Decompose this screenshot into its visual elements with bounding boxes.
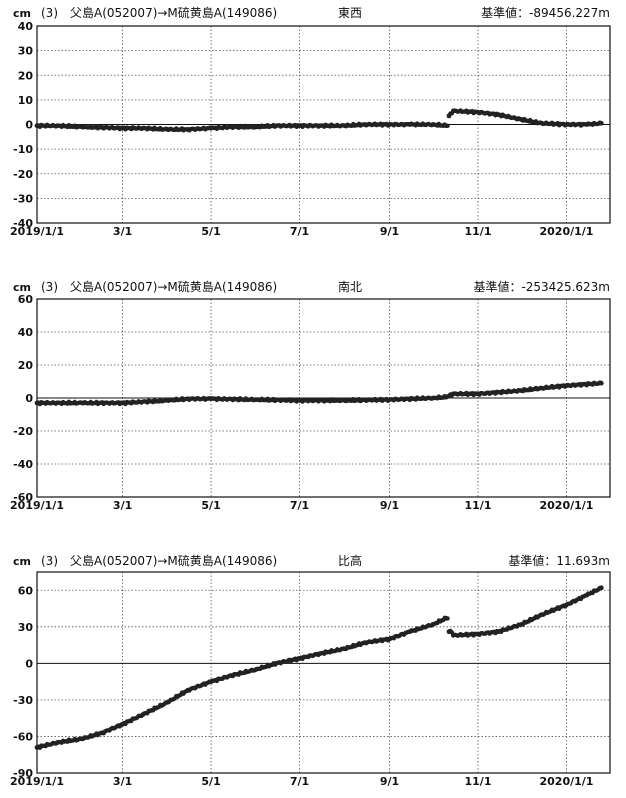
- x-tick-label: 5/1: [201, 499, 220, 512]
- baseline-value: 基準値：-253425.623m: [473, 279, 610, 294]
- unit-label: cm: [13, 7, 31, 20]
- y-tick-label: 60: [18, 293, 34, 306]
- x-tick-label: 3/1: [113, 499, 132, 512]
- x-tick-label: 9/1: [380, 775, 399, 788]
- y-tick-label: -90: [13, 767, 33, 780]
- y-tick-label: 20: [18, 359, 34, 372]
- unit-label: cm: [13, 281, 31, 294]
- x-tick-label: 11/1: [465, 225, 492, 238]
- x-tick-label: 9/1: [380, 499, 399, 512]
- y-tick-label: 20: [18, 69, 34, 82]
- data-point: [597, 585, 603, 591]
- data-point: [597, 380, 603, 385]
- panel-number: (3): [41, 6, 58, 20]
- y-tick-label: 0: [25, 657, 33, 670]
- y-tick-label: -10: [13, 143, 33, 156]
- station-pair-title: 父島A(052007)→M硫黄島A(149086): [70, 279, 277, 294]
- y-tick-label: -30: [13, 192, 33, 205]
- chart-panel-1: cm (3) 父島A(052007)→M硫黄島A(149086) 東西 基準値：-894…: [10, 5, 611, 238]
- data-point: [449, 111, 455, 116]
- y-tick-label: 30: [18, 621, 34, 634]
- y-tick-label: -20: [13, 168, 33, 181]
- data-point: [562, 604, 568, 609]
- component-label: 南北: [338, 279, 362, 294]
- x-tick-label: 2020/1/1: [539, 225, 593, 238]
- y-tick-label: 40: [18, 20, 34, 33]
- data-point: [445, 616, 450, 621]
- panel-number: (3): [41, 554, 58, 568]
- chart-panel-3: cm (3) 父島A(052007)→M硫黄島A(149086) 比高 基準値：11.6…: [10, 553, 611, 788]
- station-pair-title: 父島A(052007)→M硫黄島A(149086): [70, 5, 277, 20]
- plot-frame: [36, 298, 611, 498]
- y-tick-label: -30: [13, 694, 33, 707]
- data-point: [445, 123, 450, 129]
- x-tick-label: 5/1: [201, 775, 220, 788]
- y-tick-label: 30: [18, 45, 34, 58]
- x-tick-label: 2020/1/1: [539, 499, 593, 512]
- data-point: [597, 120, 603, 125]
- x-tick-label: 5/1: [201, 225, 220, 238]
- x-tick-label: 7/1: [290, 775, 309, 788]
- y-tick-label: 60: [18, 584, 34, 597]
- panel-number: (3): [41, 280, 58, 294]
- data-series: [34, 108, 604, 133]
- x-tick-label: 7/1: [290, 225, 309, 238]
- y-tick-label: 10: [18, 94, 34, 107]
- x-tick-label: 11/1: [465, 775, 492, 788]
- data-point: [139, 713, 144, 719]
- y-tick-label: -60: [13, 491, 33, 504]
- y-tick-label: 40: [18, 326, 34, 339]
- data-series: [34, 380, 604, 407]
- x-tick-label: 3/1: [113, 775, 132, 788]
- x-tick-label: 11/1: [465, 499, 492, 512]
- baseline-value: 基準値：-89456.227m: [481, 5, 610, 20]
- baseline-value: 基準値：11.693m: [508, 553, 610, 568]
- x-tick-label: 3/1: [113, 225, 132, 238]
- y-tick-label: -40: [13, 458, 33, 471]
- chart-panel-2: cm (3) 父島A(052007)→M硫黄島A(149086) 南北 基準値：-253…: [10, 279, 611, 512]
- x-tick-label: 2019/1/1: [10, 499, 64, 512]
- y-tick-label: -20: [13, 425, 33, 438]
- x-tick-label: 7/1: [290, 499, 309, 512]
- y-tick-label: 0: [25, 119, 33, 132]
- x-tick-label: 2019/1/1: [10, 775, 64, 788]
- y-tick-label: -60: [13, 730, 33, 743]
- x-tick-label: 9/1: [380, 225, 399, 238]
- y-tick-label: 0: [25, 392, 33, 405]
- x-tick-label: 2020/1/1: [539, 775, 593, 788]
- x-tick-label: 2019/1/1: [10, 225, 64, 238]
- plot-frame: [36, 571, 611, 774]
- station-pair-title: 父島A(052007)→M硫黄島A(149086): [70, 553, 277, 568]
- component-label: 比高: [338, 553, 362, 568]
- unit-label: cm: [13, 555, 31, 568]
- component-label: 東西: [338, 6, 362, 20]
- y-tick-label: -40: [13, 217, 33, 230]
- data-series: [34, 585, 604, 751]
